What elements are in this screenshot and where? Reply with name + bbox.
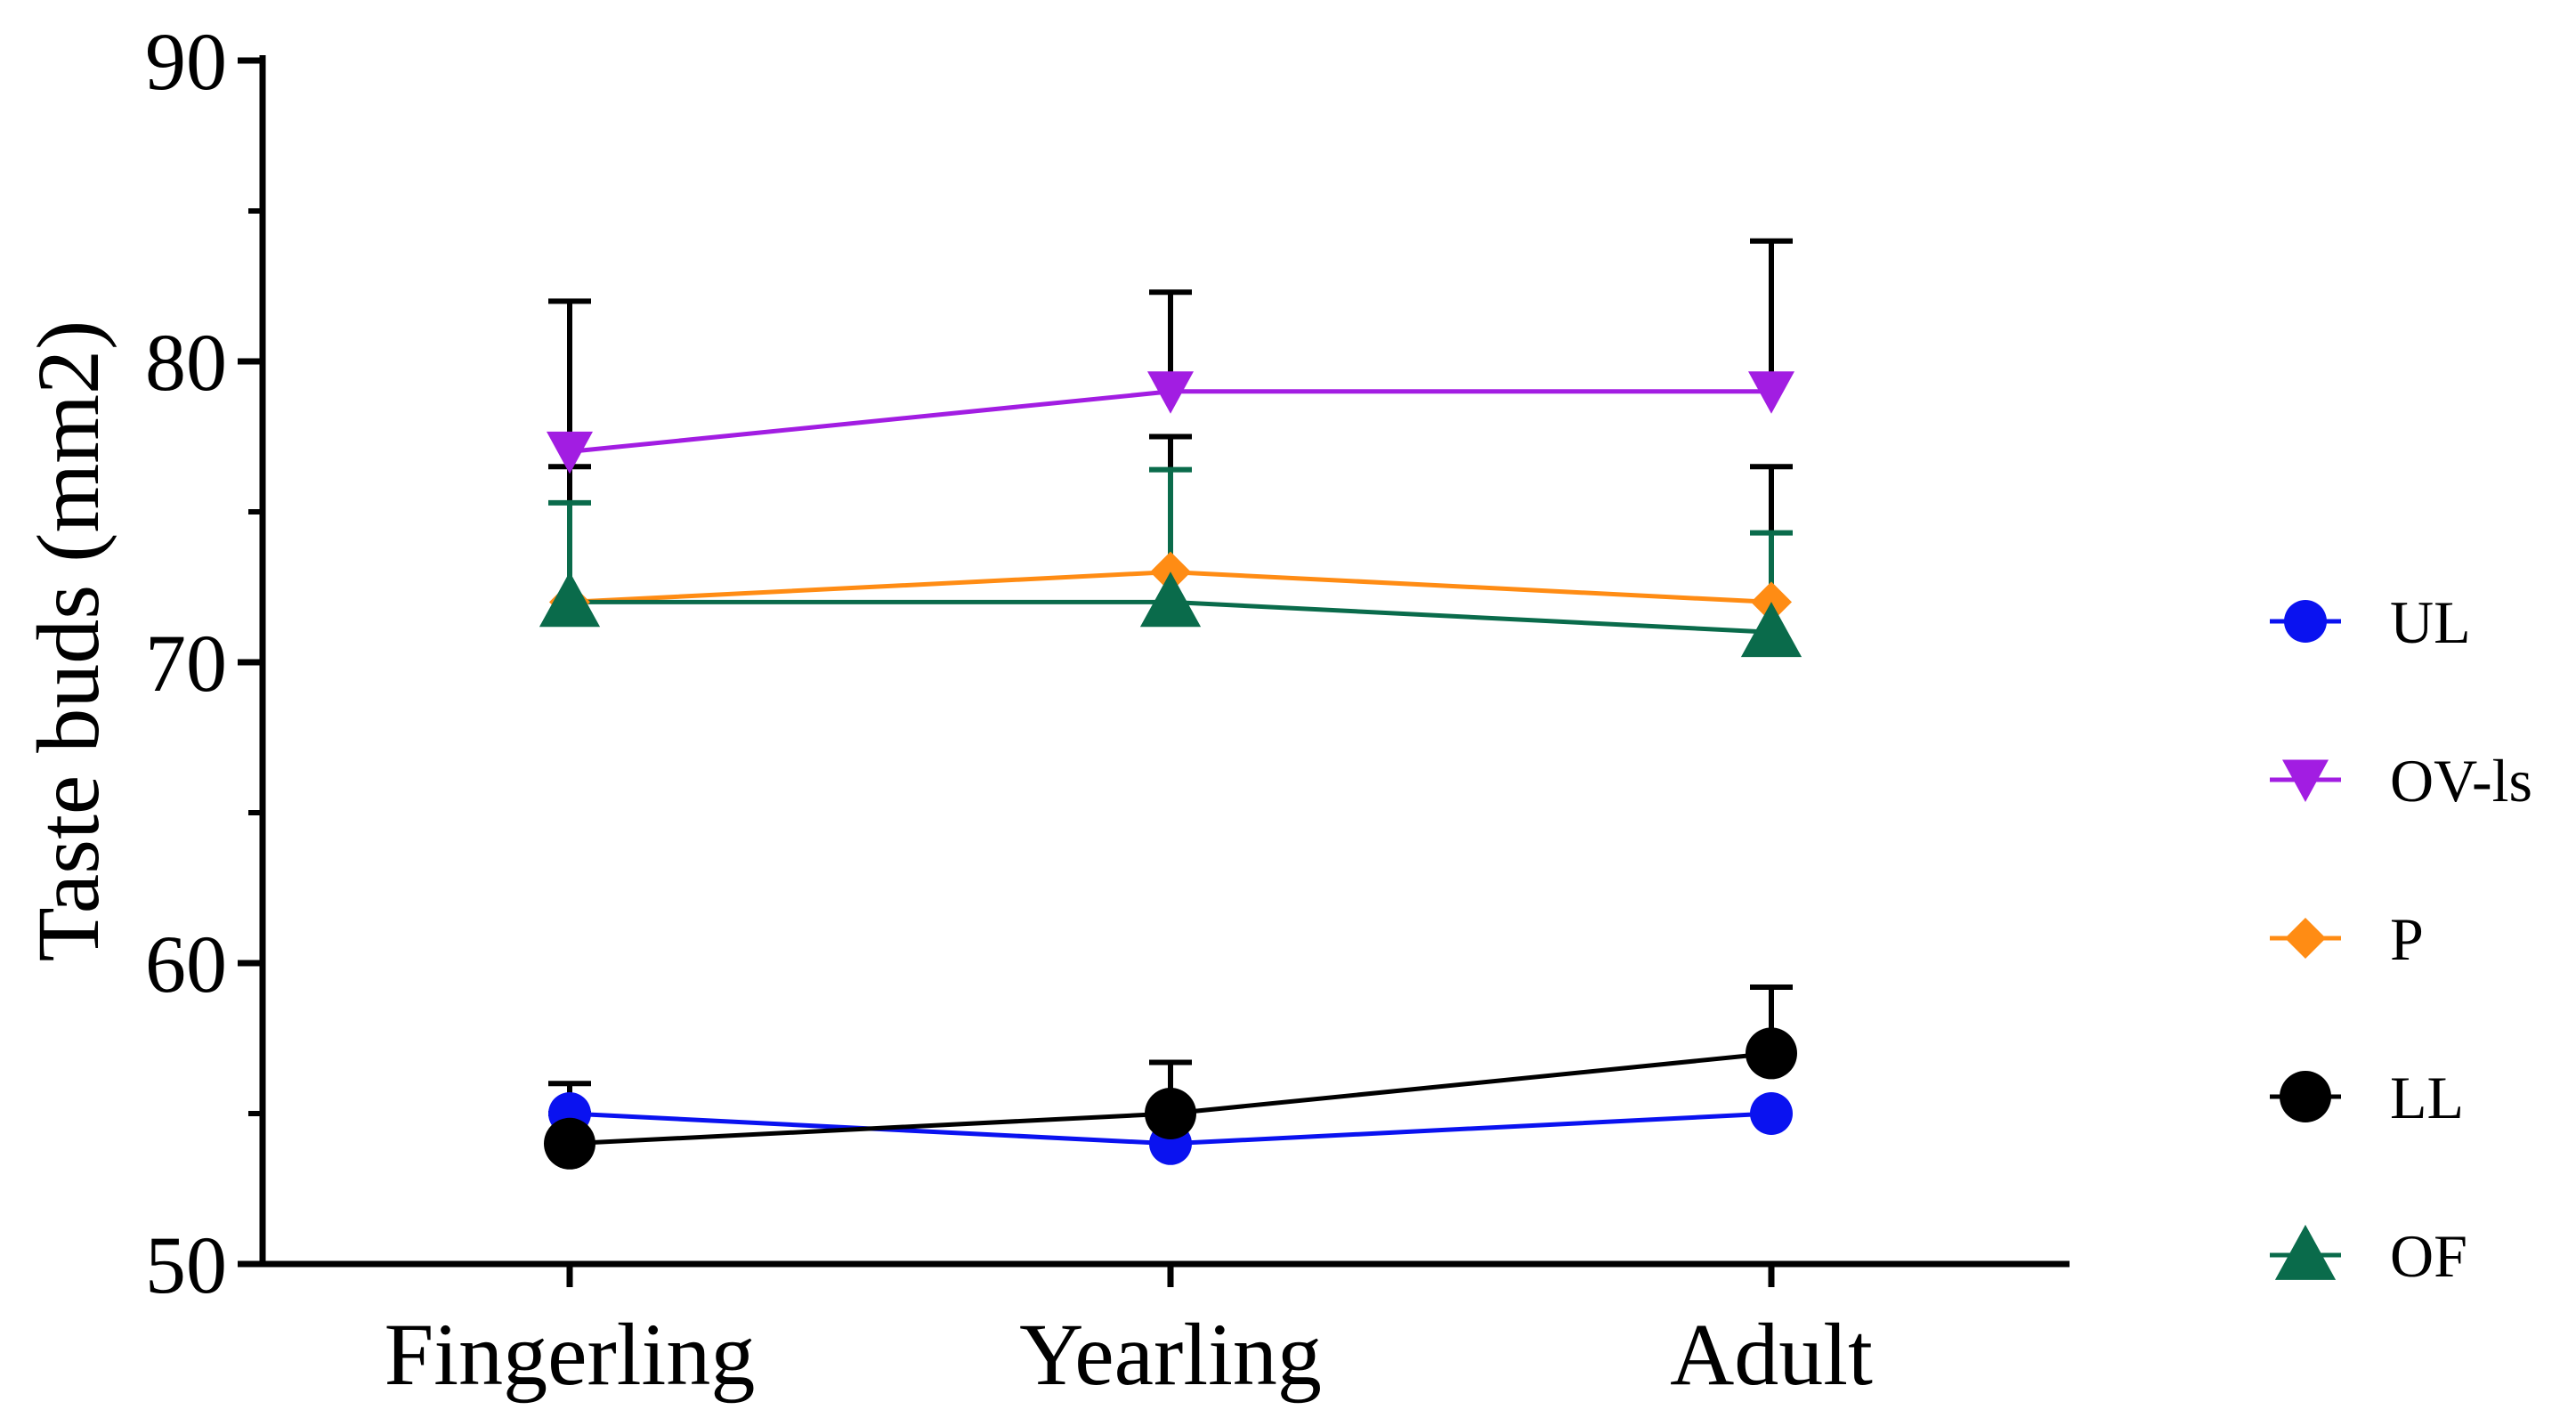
error-bar-ov-ls — [548, 298, 591, 452]
y-tick-label: 70 — [145, 618, 227, 709]
y-tick-label: 50 — [145, 1219, 227, 1310]
legend-label: LL — [2390, 1064, 2464, 1131]
data-point-ll — [1746, 1027, 1797, 1080]
legend-marker — [2280, 1071, 2331, 1122]
data-point-ov-ls — [1748, 371, 1794, 414]
data-point-ll — [1145, 1088, 1196, 1139]
legend-marker — [2274, 1224, 2337, 1280]
legend-label: OF — [2390, 1222, 2467, 1290]
data-point-ov-ls — [547, 431, 593, 474]
legend: UL OV-ls P LL OF — [2270, 588, 2532, 1290]
x-tick-label: Yearling — [1019, 1305, 1322, 1404]
legend-item-of: OF — [2270, 1222, 2467, 1290]
legend-marker — [2284, 600, 2327, 643]
data-point-ul — [1750, 1092, 1793, 1135]
data-point-ov-ls — [1147, 371, 1194, 414]
legend-item-ov-ls: OV-ls — [2270, 747, 2532, 814]
y-axis-label: Taste buds (mm2) — [19, 320, 117, 962]
legend-item-ul: UL — [2270, 588, 2471, 656]
legend-marker — [2285, 918, 2326, 959]
legend-item-p: P — [2270, 905, 2424, 973]
series-markers — [539, 371, 1802, 1170]
legend-item-ll: LL — [2270, 1064, 2464, 1131]
y-tick-label: 60 — [145, 919, 227, 1009]
legend-label: P — [2390, 905, 2424, 973]
legend-marker — [2282, 759, 2329, 802]
legend-label: UL — [2390, 588, 2471, 656]
y-tick-label: 90 — [145, 16, 227, 107]
data-point-of — [539, 571, 601, 628]
x-tick-label: Fingerling — [385, 1305, 756, 1404]
data-point-of — [1139, 571, 1202, 628]
legend-label: OV-ls — [2390, 747, 2532, 814]
y-tick-label: 80 — [145, 317, 227, 408]
x-tick-label: Adult — [1670, 1305, 1873, 1404]
axes: 50 60 70 80 90 Fingerling Yearling Adult — [145, 16, 2070, 1404]
data-point-of — [1740, 602, 1802, 658]
error-bar-ov-ls — [1750, 238, 1793, 392]
data-point-ll — [544, 1117, 595, 1170]
